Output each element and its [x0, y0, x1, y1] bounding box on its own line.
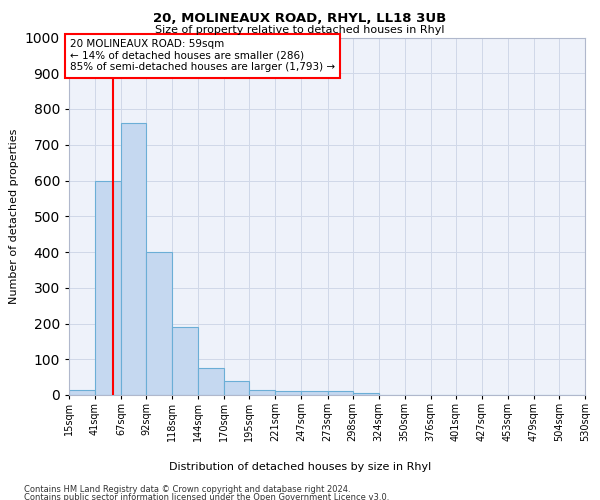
Bar — [121, 124, 146, 395]
Bar — [275, 392, 301, 395]
Bar — [301, 392, 328, 395]
Bar — [250, 390, 275, 395]
Y-axis label: Number of detached properties: Number of detached properties — [9, 128, 19, 304]
Text: Size of property relative to detached houses in Rhyl: Size of property relative to detached ho… — [155, 25, 445, 35]
Text: Contains public sector information licensed under the Open Government Licence v3: Contains public sector information licen… — [24, 494, 389, 500]
Bar — [146, 252, 172, 395]
Bar — [95, 180, 121, 395]
Text: Contains HM Land Registry data © Crown copyright and database right 2024.: Contains HM Land Registry data © Crown c… — [24, 485, 350, 494]
Bar — [328, 392, 353, 395]
Bar — [69, 390, 95, 395]
Bar — [198, 368, 224, 395]
Text: 20, MOLINEAUX ROAD, RHYL, LL18 3UB: 20, MOLINEAUX ROAD, RHYL, LL18 3UB — [154, 12, 446, 26]
Text: 20 MOLINEAUX ROAD: 59sqm
← 14% of detached houses are smaller (286)
85% of semi-: 20 MOLINEAUX ROAD: 59sqm ← 14% of detach… — [70, 40, 335, 72]
Bar — [172, 327, 198, 395]
Text: Distribution of detached houses by size in Rhyl: Distribution of detached houses by size … — [169, 462, 431, 472]
Bar — [353, 393, 379, 395]
Bar — [224, 380, 250, 395]
